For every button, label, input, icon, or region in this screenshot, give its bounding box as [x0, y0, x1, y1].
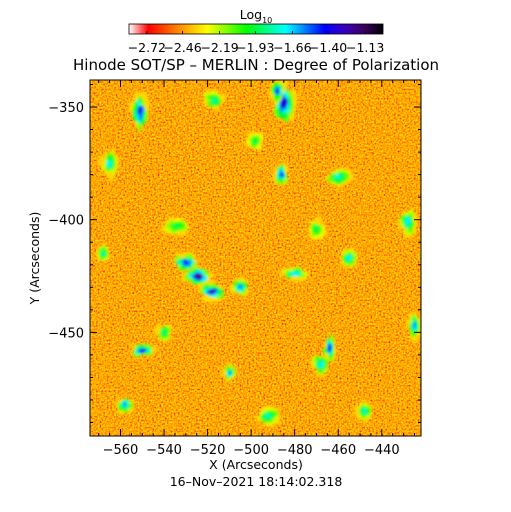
colorbar-tick-label: −2.19: [200, 40, 238, 55]
polarization-patch: [139, 107, 143, 114]
colorbar-tick-label: −2.72: [128, 40, 166, 55]
x-tick-label: −460: [320, 443, 356, 458]
polarization-patch: [327, 176, 336, 183]
polarization-patch: [256, 143, 260, 150]
colorbar-label: Log10: [240, 7, 273, 25]
polarization-patch: [210, 288, 215, 294]
polarization-patch: [123, 401, 126, 406]
polarization-patch: [162, 330, 166, 335]
x-tick-label: −440: [364, 443, 400, 458]
polarization-patch: [98, 155, 106, 168]
polarization-patch: [320, 361, 323, 367]
x-tick-label: −500: [233, 443, 269, 458]
polarization-patch: [264, 414, 270, 419]
colorbar-tick-label: −1.66: [273, 40, 311, 55]
x-axis-ticks: −560 −540 −520 −500 −480 −460 −440: [98, 80, 415, 458]
polarization-patch: [291, 272, 298, 277]
polarization-patch: [348, 255, 352, 259]
polarization-patch: [327, 345, 330, 353]
chart-title: Hinode SOT/SP – MERLIN : Degree of Polar…: [73, 56, 439, 74]
polarization-patch: [413, 321, 417, 328]
colorbar-label-base: Log: [240, 7, 262, 22]
polarization-patch: [273, 93, 279, 101]
y-tick-label: −450: [48, 326, 84, 341]
polarization-patch: [335, 174, 340, 179]
y-axis-label: Y (Arcseconds): [27, 212, 42, 306]
polarization-patch: [291, 277, 298, 282]
x-axis-label: X (Arcseconds): [209, 457, 303, 472]
polarization-patch: [203, 270, 210, 277]
plot-area: −560 −540 −520 −500 −480 −460 −440 −350 −400 −45…: [48, 79, 422, 458]
colorbar-gradient: [128, 23, 384, 35]
colorbar: Log10 −2.72−2.46−2.19−1.93−1.66−1.40−1.1…: [128, 7, 385, 55]
polarization-patch: [316, 226, 319, 231]
polarization-patch: [139, 349, 144, 353]
polarization-patch: [212, 99, 215, 103]
polarization-patch: [317, 359, 320, 366]
plot-frame: [89, 79, 422, 437]
polarization-patch: [107, 159, 112, 165]
x-tick-label: −480: [277, 443, 313, 458]
polarization-patch: [363, 409, 367, 412]
polarization-patch: [96, 256, 101, 261]
y-tick-label: −400: [48, 214, 84, 229]
polarization-patch: [316, 216, 323, 222]
polarization-patch: [342, 250, 348, 256]
colorbar-ticks: −2.72−2.46−2.19−1.93−1.66−1.40−1.13: [128, 31, 384, 55]
heatmap-features: [96, 80, 421, 428]
colorbar-tick-label: −2.46: [163, 40, 201, 55]
polarization-patch: [406, 219, 410, 226]
timestamp: 16–Nov–2021 18:14:02.318: [170, 474, 343, 489]
x-tick-label: −560: [103, 443, 139, 458]
polarization-patch: [275, 87, 279, 93]
polarization-patch: [253, 139, 258, 143]
x-tick-label: −520: [190, 443, 226, 458]
y-axis-ticks: −350 −400 −450: [48, 84, 421, 423]
polarization-patch: [227, 367, 231, 371]
colorbar-tick-label: −1.93: [236, 40, 274, 55]
polarization-patch: [238, 284, 242, 289]
polarization-patch: [409, 221, 414, 226]
polarization-patch: [173, 224, 179, 228]
polarization-patch: [280, 173, 284, 177]
polarization-patch: [197, 273, 203, 279]
polarization-patch: [217, 93, 226, 99]
y-tick-label: −350: [48, 101, 84, 116]
colorbar-tick-label: −1.13: [346, 40, 384, 55]
polarization-patch: [153, 326, 161, 333]
polarization-patch: [282, 97, 288, 106]
colorbar-tick-label: −1.40: [309, 40, 347, 55]
colorbar-label-subscript: 10: [262, 16, 272, 25]
polarization-patch: [102, 251, 105, 257]
x-tick-label: −540: [146, 443, 182, 458]
polarization-patch: [228, 372, 231, 375]
polarization-patch: [183, 259, 187, 264]
